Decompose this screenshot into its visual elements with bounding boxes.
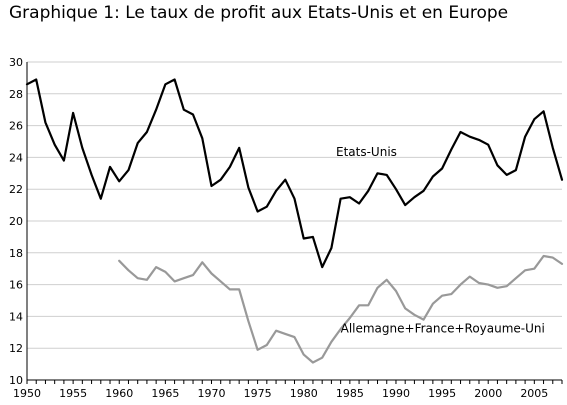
y-tick-label-16: 16 [9,279,23,292]
x-tick-label-1960: 1960 [105,387,133,400]
x-tick-label-1985: 1985 [336,387,364,400]
y-tick-label-10: 10 [9,374,23,387]
series-label-europe: Allemagne+France+Royaume-Uni [341,321,545,335]
x-tick-label-2000: 2000 [474,387,502,400]
y-tick-label-24: 24 [9,151,23,164]
x-tick-label-1950: 1950 [13,387,41,400]
axes: 10 12 14 16 18 20 22 24 26 28 30 1950 1955 1960 1965 19… [9,56,563,400]
y-tick-label-12: 12 [9,342,23,355]
y-tick-label-26: 26 [9,120,23,133]
y-tick-label-18: 18 [9,247,23,260]
x-tick-label-1980: 1980 [290,387,318,400]
y-tick-label-20: 20 [9,215,23,228]
x-tick-label-1975: 1975 [244,387,272,400]
series-line-europe [118,254,564,364]
series-line-etats-unis [25,78,564,269]
series-lines [25,78,564,364]
series-labels: Etats-Unis Allemagne+France+Royaume-Uni [336,145,545,335]
series-label-etats-unis: Etats-Unis [336,145,397,159]
x-tick-label-1955: 1955 [59,387,87,400]
y-tick-label-28: 28 [9,88,23,101]
y-tick-label-22: 22 [9,183,23,196]
chart-title: Graphique 1: Le taux de profit aux Etats… [9,3,509,23]
x-tick-label-2005: 2005 [520,387,548,400]
x-tick-label-1970: 1970 [197,387,225,400]
x-tick-label-1990: 1990 [382,387,410,400]
y-tick-label-30: 30 [9,56,23,69]
x-tick-label-1965: 1965 [151,387,179,400]
x-tick-label-1995: 1995 [428,387,456,400]
y-tick-label-14: 14 [9,310,23,323]
